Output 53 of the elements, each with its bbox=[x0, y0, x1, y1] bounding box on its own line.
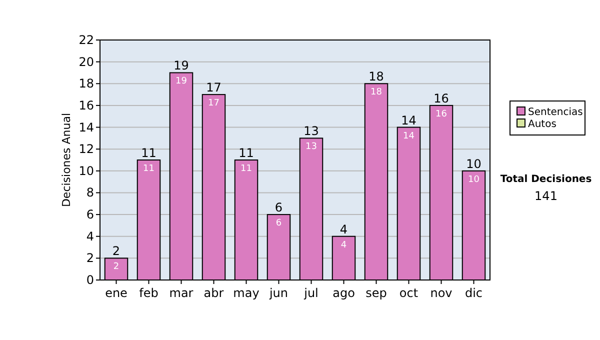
y-tick-label: 22 bbox=[78, 33, 94, 47]
y-tick-label: 4 bbox=[86, 229, 94, 244]
total-label: 2 bbox=[112, 244, 120, 258]
data-label: 16 bbox=[436, 109, 448, 120]
total-label: 17 bbox=[206, 80, 222, 95]
x-tick-label: jul bbox=[303, 286, 318, 300]
x-tick-label: ago bbox=[332, 286, 355, 300]
total-label: 10 bbox=[466, 156, 482, 171]
y-tick-label: 0 bbox=[86, 273, 94, 287]
x-tick-label: oct bbox=[399, 286, 418, 300]
total-label: 18 bbox=[368, 70, 384, 84]
total-label: 13 bbox=[304, 124, 319, 138]
total-label: 14 bbox=[401, 113, 416, 128]
data-label: 19 bbox=[176, 76, 188, 87]
data-label: 6 bbox=[276, 218, 282, 229]
y-tick-label: 2 bbox=[86, 251, 94, 266]
y-tick-label: 14 bbox=[78, 120, 94, 134]
data-label: 11 bbox=[143, 164, 154, 174]
total-label: 4 bbox=[340, 222, 348, 236]
x-tick-label: feb bbox=[139, 286, 158, 300]
total-label: 11 bbox=[238, 146, 254, 160]
total-label: 6 bbox=[274, 200, 283, 215]
x-tick-label: jun bbox=[268, 286, 288, 300]
x-tick-label: sep bbox=[366, 286, 387, 300]
data-label: 18 bbox=[370, 88, 382, 98]
text: Total Decisiones bbox=[500, 174, 592, 185]
text: 141 bbox=[534, 189, 558, 203]
y-tick-label: 18 bbox=[78, 76, 94, 91]
x-tick-label: dic bbox=[464, 286, 483, 300]
y-tick-label: 10 bbox=[78, 164, 94, 178]
y-axis-title: Decisiones Anual bbox=[60, 112, 73, 208]
y-tick-label: 12 bbox=[78, 142, 94, 156]
total-label: 19 bbox=[174, 58, 189, 73]
data-label: 17 bbox=[208, 98, 220, 109]
data-label: 2 bbox=[113, 262, 120, 272]
legend-label: Sentencias bbox=[528, 107, 583, 118]
x-tick-label: ene bbox=[105, 286, 128, 300]
x-tick-label: abr bbox=[204, 286, 224, 300]
data-label: 11 bbox=[240, 164, 252, 174]
data-label: 14 bbox=[403, 131, 415, 142]
x-tick-label: nov bbox=[430, 286, 452, 300]
total-label: 11 bbox=[141, 146, 156, 160]
total-label: 16 bbox=[434, 91, 449, 106]
data-label: 4 bbox=[340, 240, 347, 250]
data-label: 10 bbox=[468, 174, 480, 185]
x-tick-label: mar bbox=[169, 286, 194, 300]
y-tick-label: 20 bbox=[78, 54, 94, 69]
data-label: 13 bbox=[306, 142, 317, 152]
legend-label: Autos bbox=[528, 119, 556, 130]
y-tick-label: 6 bbox=[86, 208, 94, 222]
y-tick-label: 8 bbox=[86, 186, 94, 200]
y-tick-label: 16 bbox=[78, 98, 94, 112]
x-tick-label: may bbox=[233, 286, 260, 300]
